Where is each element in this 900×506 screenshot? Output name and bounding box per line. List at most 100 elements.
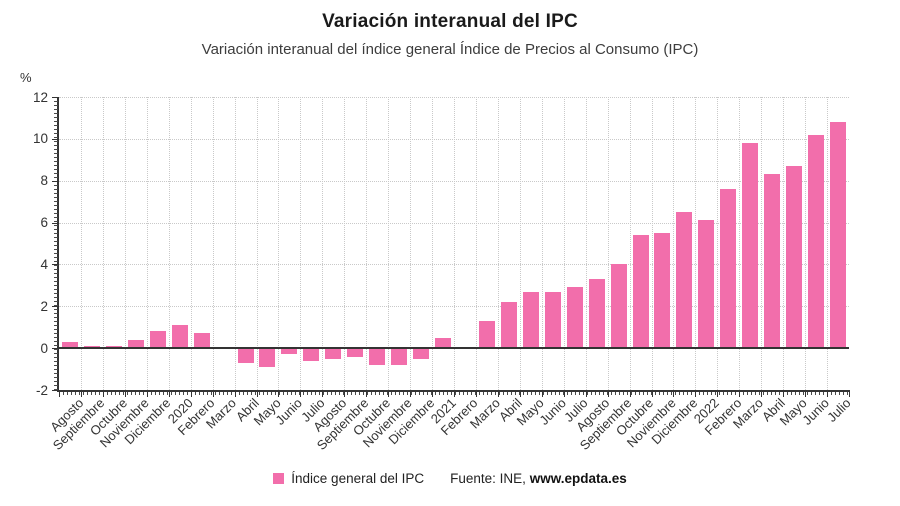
y-axis-tick xyxy=(52,97,58,98)
x-axis-tick xyxy=(80,390,82,397)
grid-line-vertical xyxy=(497,97,499,390)
bar-octubre[interactable] xyxy=(369,348,386,365)
bar-septiembre[interactable] xyxy=(610,264,627,349)
x-axis-tick xyxy=(322,390,324,397)
grid-line-vertical xyxy=(541,97,543,390)
x-axis-tick xyxy=(278,390,280,397)
bar-marzo[interactable] xyxy=(478,320,495,349)
bar-diciembre[interactable] xyxy=(149,331,166,349)
y-axis-label: 8 xyxy=(40,173,48,189)
legend-item-indice-general[interactable]: Índice general del IPC xyxy=(273,471,424,486)
bar-agosto[interactable] xyxy=(325,348,342,359)
bar-abril[interactable] xyxy=(500,302,517,349)
bar-mayo[interactable] xyxy=(522,291,539,349)
y-axis-label: 2 xyxy=(40,298,48,314)
grid-line-vertical xyxy=(146,97,148,390)
y-axis-label: 12 xyxy=(32,89,48,105)
bar-mayo[interactable] xyxy=(786,166,803,349)
grid-line-vertical xyxy=(80,97,82,390)
bar-julio[interactable] xyxy=(303,348,320,361)
bar-noviembre[interactable] xyxy=(391,348,408,365)
grid-line-vertical xyxy=(190,97,192,390)
bar-marzo[interactable] xyxy=(742,143,759,349)
source-link[interactable]: www.epdata.es xyxy=(529,471,627,486)
grid-line-vertical xyxy=(278,97,280,390)
x-axis-tick xyxy=(519,390,521,397)
grid-line-vertical xyxy=(651,97,653,390)
grid-line-vertical xyxy=(234,97,236,390)
bar-octubre[interactable] xyxy=(105,346,122,349)
zero-baseline xyxy=(59,347,849,350)
bar-febrero[interactable] xyxy=(193,333,210,349)
bar-agosto[interactable] xyxy=(61,341,78,349)
bar-agosto[interactable] xyxy=(588,279,605,349)
x-axis-tick xyxy=(563,390,565,397)
bar-2021[interactable] xyxy=(435,337,452,349)
source-attribution: Fuente: INE, www.epdata.es xyxy=(450,471,627,486)
grid-line-vertical xyxy=(717,97,719,390)
x-axis-tick xyxy=(497,390,499,397)
grid-line-vertical xyxy=(585,97,587,390)
bar-febrero[interactable] xyxy=(720,189,737,349)
bar-abril[interactable] xyxy=(237,348,254,363)
bar-mayo[interactable] xyxy=(259,348,276,367)
y-axis-label: 10 xyxy=(32,131,48,147)
x-axis-tick xyxy=(761,390,763,397)
x-axis-tick xyxy=(256,390,258,397)
grid-line-vertical xyxy=(344,97,346,390)
legend-swatch-icon xyxy=(273,473,285,484)
x-axis-tick xyxy=(432,390,434,397)
grid-line-vertical xyxy=(475,97,477,390)
bar-julio[interactable] xyxy=(830,122,847,349)
grid-line-vertical xyxy=(366,97,368,390)
x-axis-label: Julio xyxy=(824,395,854,425)
x-axis-tick xyxy=(366,390,368,397)
bar-2022[interactable] xyxy=(698,220,715,349)
bar-octubre[interactable] xyxy=(632,235,649,349)
x-axis-tick xyxy=(783,390,785,397)
bar-junio[interactable] xyxy=(281,348,298,355)
grid-line-vertical xyxy=(124,97,126,390)
x-axis-tick xyxy=(410,390,412,397)
x-axis-tick xyxy=(585,390,587,397)
x-axis-tick xyxy=(344,390,346,397)
x-axis-tick xyxy=(234,390,236,397)
legend-item-label: Índice general del IPC xyxy=(291,471,425,486)
x-axis-tick xyxy=(651,390,653,397)
bar-junio[interactable] xyxy=(544,291,561,349)
x-axis-tick xyxy=(695,390,697,397)
bar-diciembre[interactable] xyxy=(413,348,430,359)
x-axis-tick xyxy=(717,390,719,397)
bar-noviembre[interactable] xyxy=(127,339,144,349)
bar-junio[interactable] xyxy=(808,134,825,349)
x-axis-tick xyxy=(212,390,214,397)
grid-line-vertical xyxy=(102,97,104,390)
x-axis-tick xyxy=(102,390,104,397)
y-axis-tick xyxy=(52,180,58,182)
grid-line-vertical xyxy=(212,97,214,390)
x-axis-tick xyxy=(388,390,390,397)
bar-diciembre[interactable] xyxy=(676,212,693,349)
y-axis-tick xyxy=(52,222,58,224)
x-axis-tick xyxy=(475,390,477,397)
grid-line-vertical xyxy=(783,97,785,390)
bar-septiembre[interactable] xyxy=(347,348,364,357)
bar-abril[interactable] xyxy=(764,174,781,349)
y-axis-tick xyxy=(52,264,58,266)
grid-line-vertical xyxy=(519,97,521,390)
bar-2020[interactable] xyxy=(171,325,188,349)
chart-title: Variación interanual del IPC xyxy=(322,11,578,32)
x-axis-labels: Agosto Septiembre Octubre Noviembre Diciembr… xyxy=(47,395,854,474)
bar-septiembre[interactable] xyxy=(83,346,100,349)
y-axis-label: 6 xyxy=(40,215,48,231)
y-axis-tick xyxy=(52,138,58,140)
bar-noviembre[interactable] xyxy=(654,233,671,349)
x-axis-tick xyxy=(146,390,148,397)
x-axis-tick xyxy=(59,390,60,397)
bar-julio[interactable] xyxy=(566,287,583,349)
grid-line-vertical xyxy=(739,97,741,390)
source-text: Fuente: INE, xyxy=(450,471,526,486)
x-axis-tick xyxy=(168,390,170,397)
y-axis-labels: 12 10 8 6 4 2 0 -2 xyxy=(0,90,48,397)
